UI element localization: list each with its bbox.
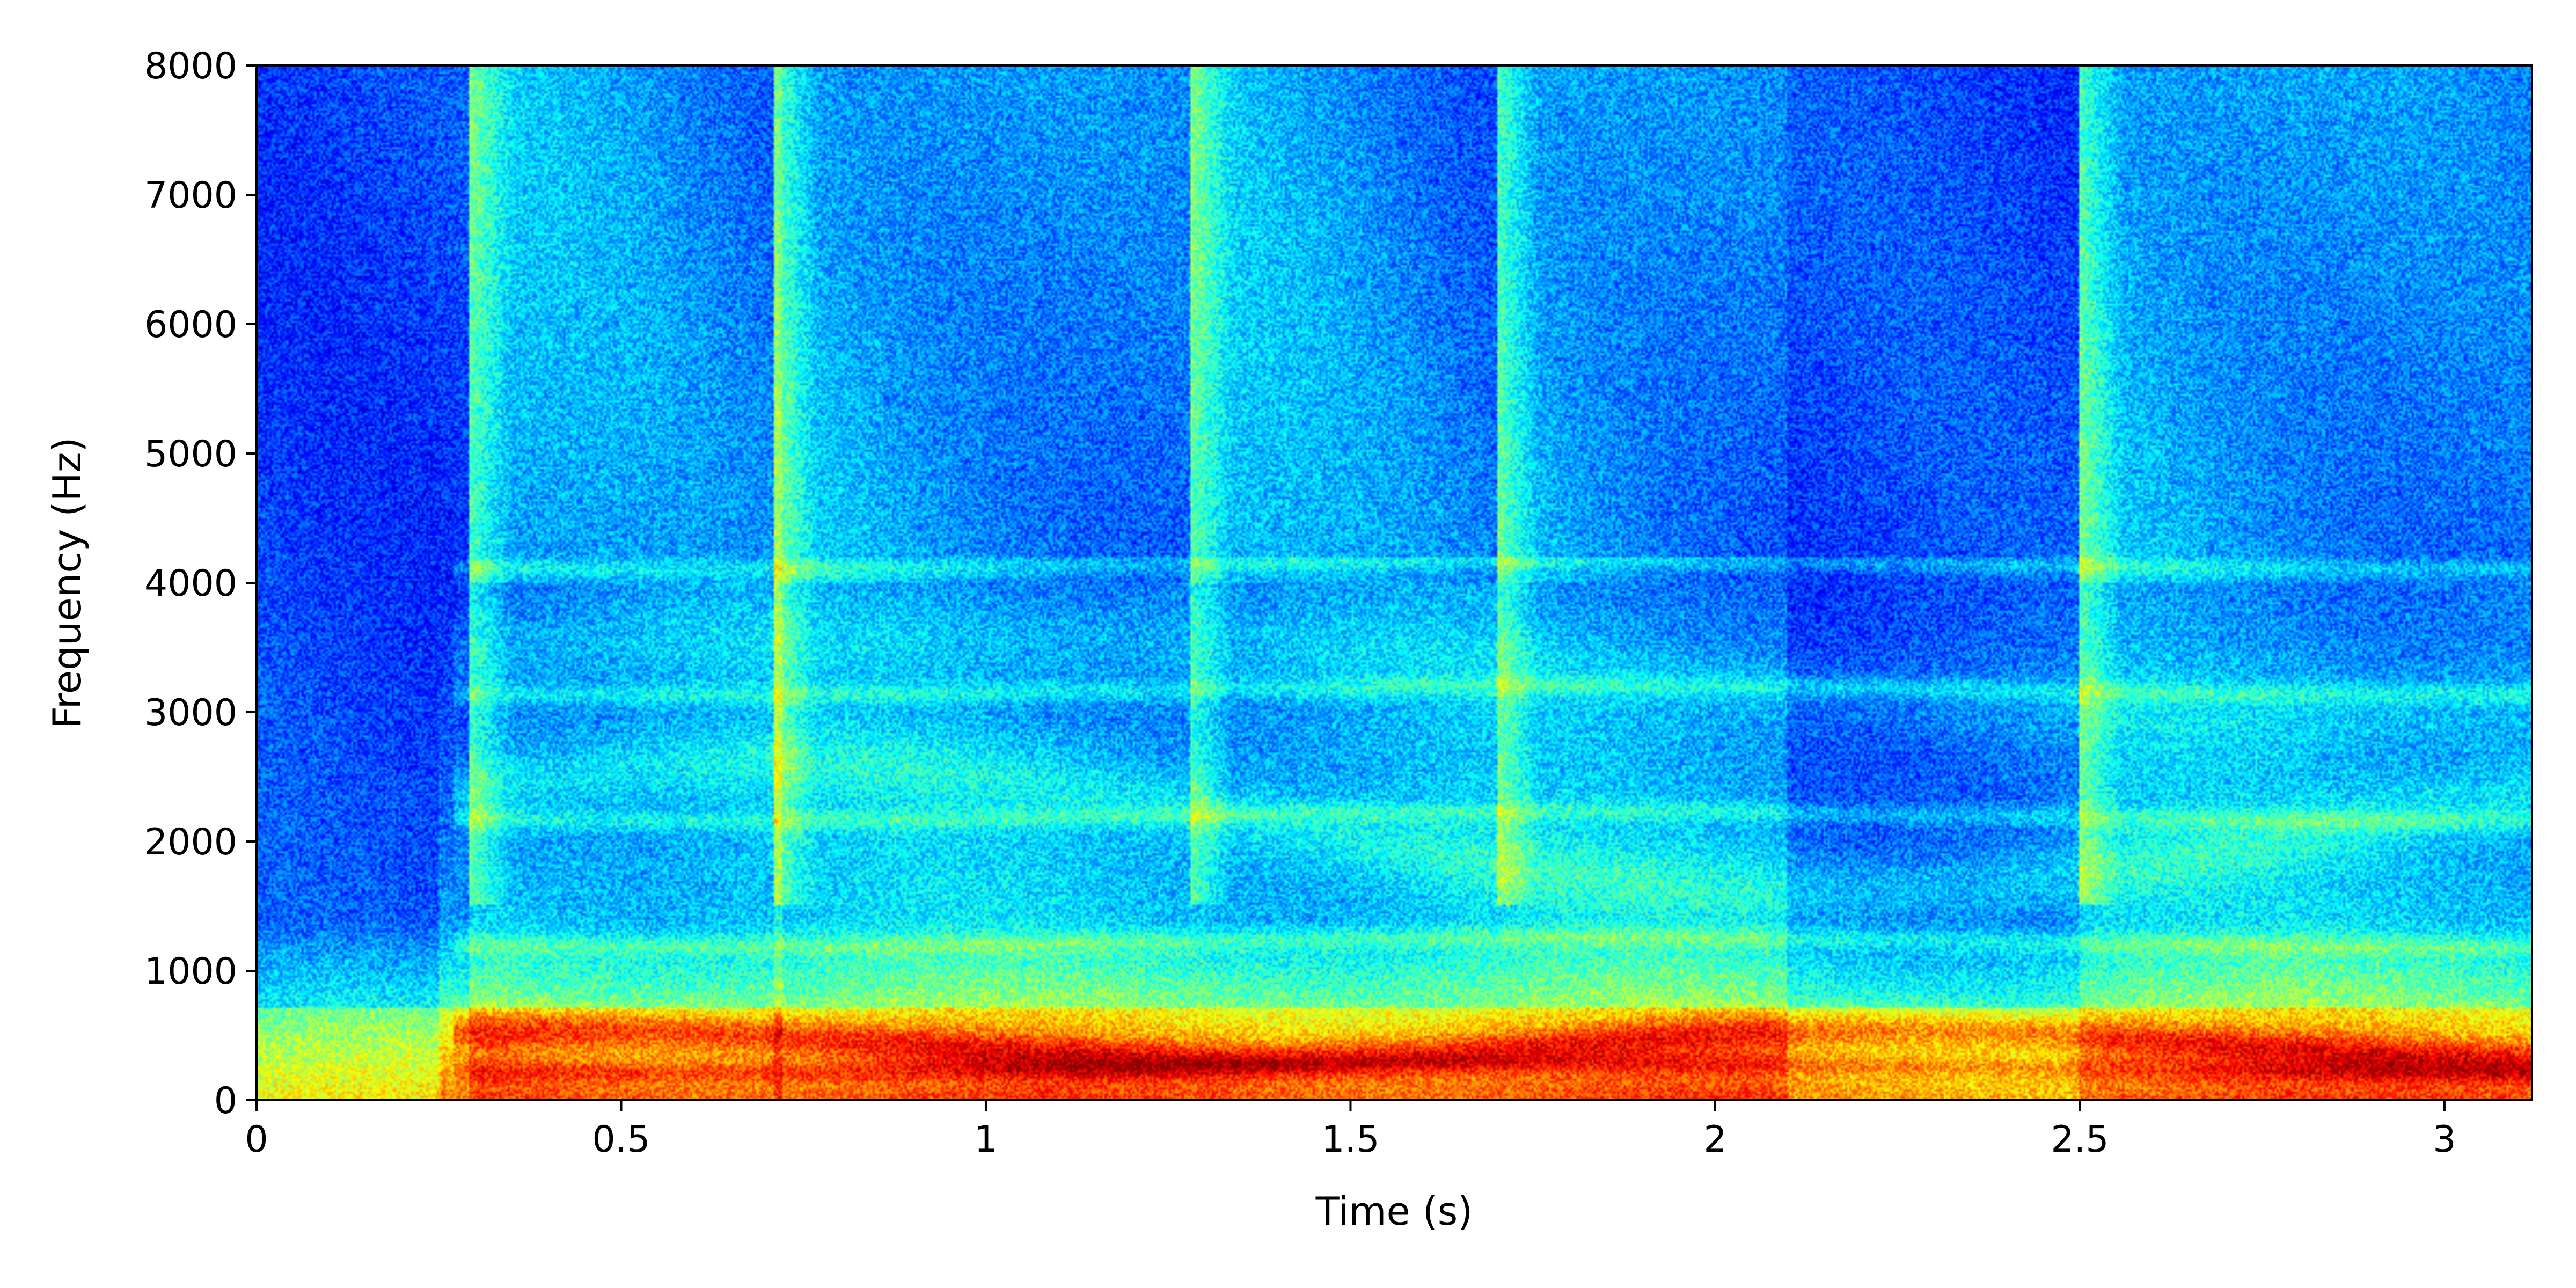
x-tick-label: 2.5 [2051,1118,2109,1161]
x-tick-label: 3 [2433,1118,2456,1161]
y-axis-label: Frequency (Hz) [45,437,90,729]
x-tick-label: 1.5 [1321,1118,1379,1161]
x-axis-label: Time (s) [1315,1189,1473,1234]
spectrogram-image [257,65,2532,1100]
plot-frame [255,64,2533,1101]
x-tick-label: 0 [245,1118,268,1161]
x-axis: 0 0.5 1 1.5 2 2.5 3 [245,1100,2456,1161]
y-tick-label: 6000 [144,304,237,346]
y-tick-label: 5000 [144,433,237,475]
y-axis: 0 1000 2000 3000 4000 5000 6000 7000 8000 [144,45,257,1122]
y-tick-label: 8000 [144,45,237,87]
y-tick-label: 7000 [144,174,237,217]
x-tick-label: 1 [974,1118,997,1161]
y-tick-label: 4000 [144,562,237,605]
y-tick-label: 0 [214,1080,237,1122]
y-tick-label: 2000 [144,821,237,863]
y-tick-label: 3000 [144,692,237,734]
y-tick-label: 1000 [144,950,237,993]
x-tick-label: 0.5 [592,1118,650,1161]
x-tick-label: 2 [1703,1118,1726,1161]
